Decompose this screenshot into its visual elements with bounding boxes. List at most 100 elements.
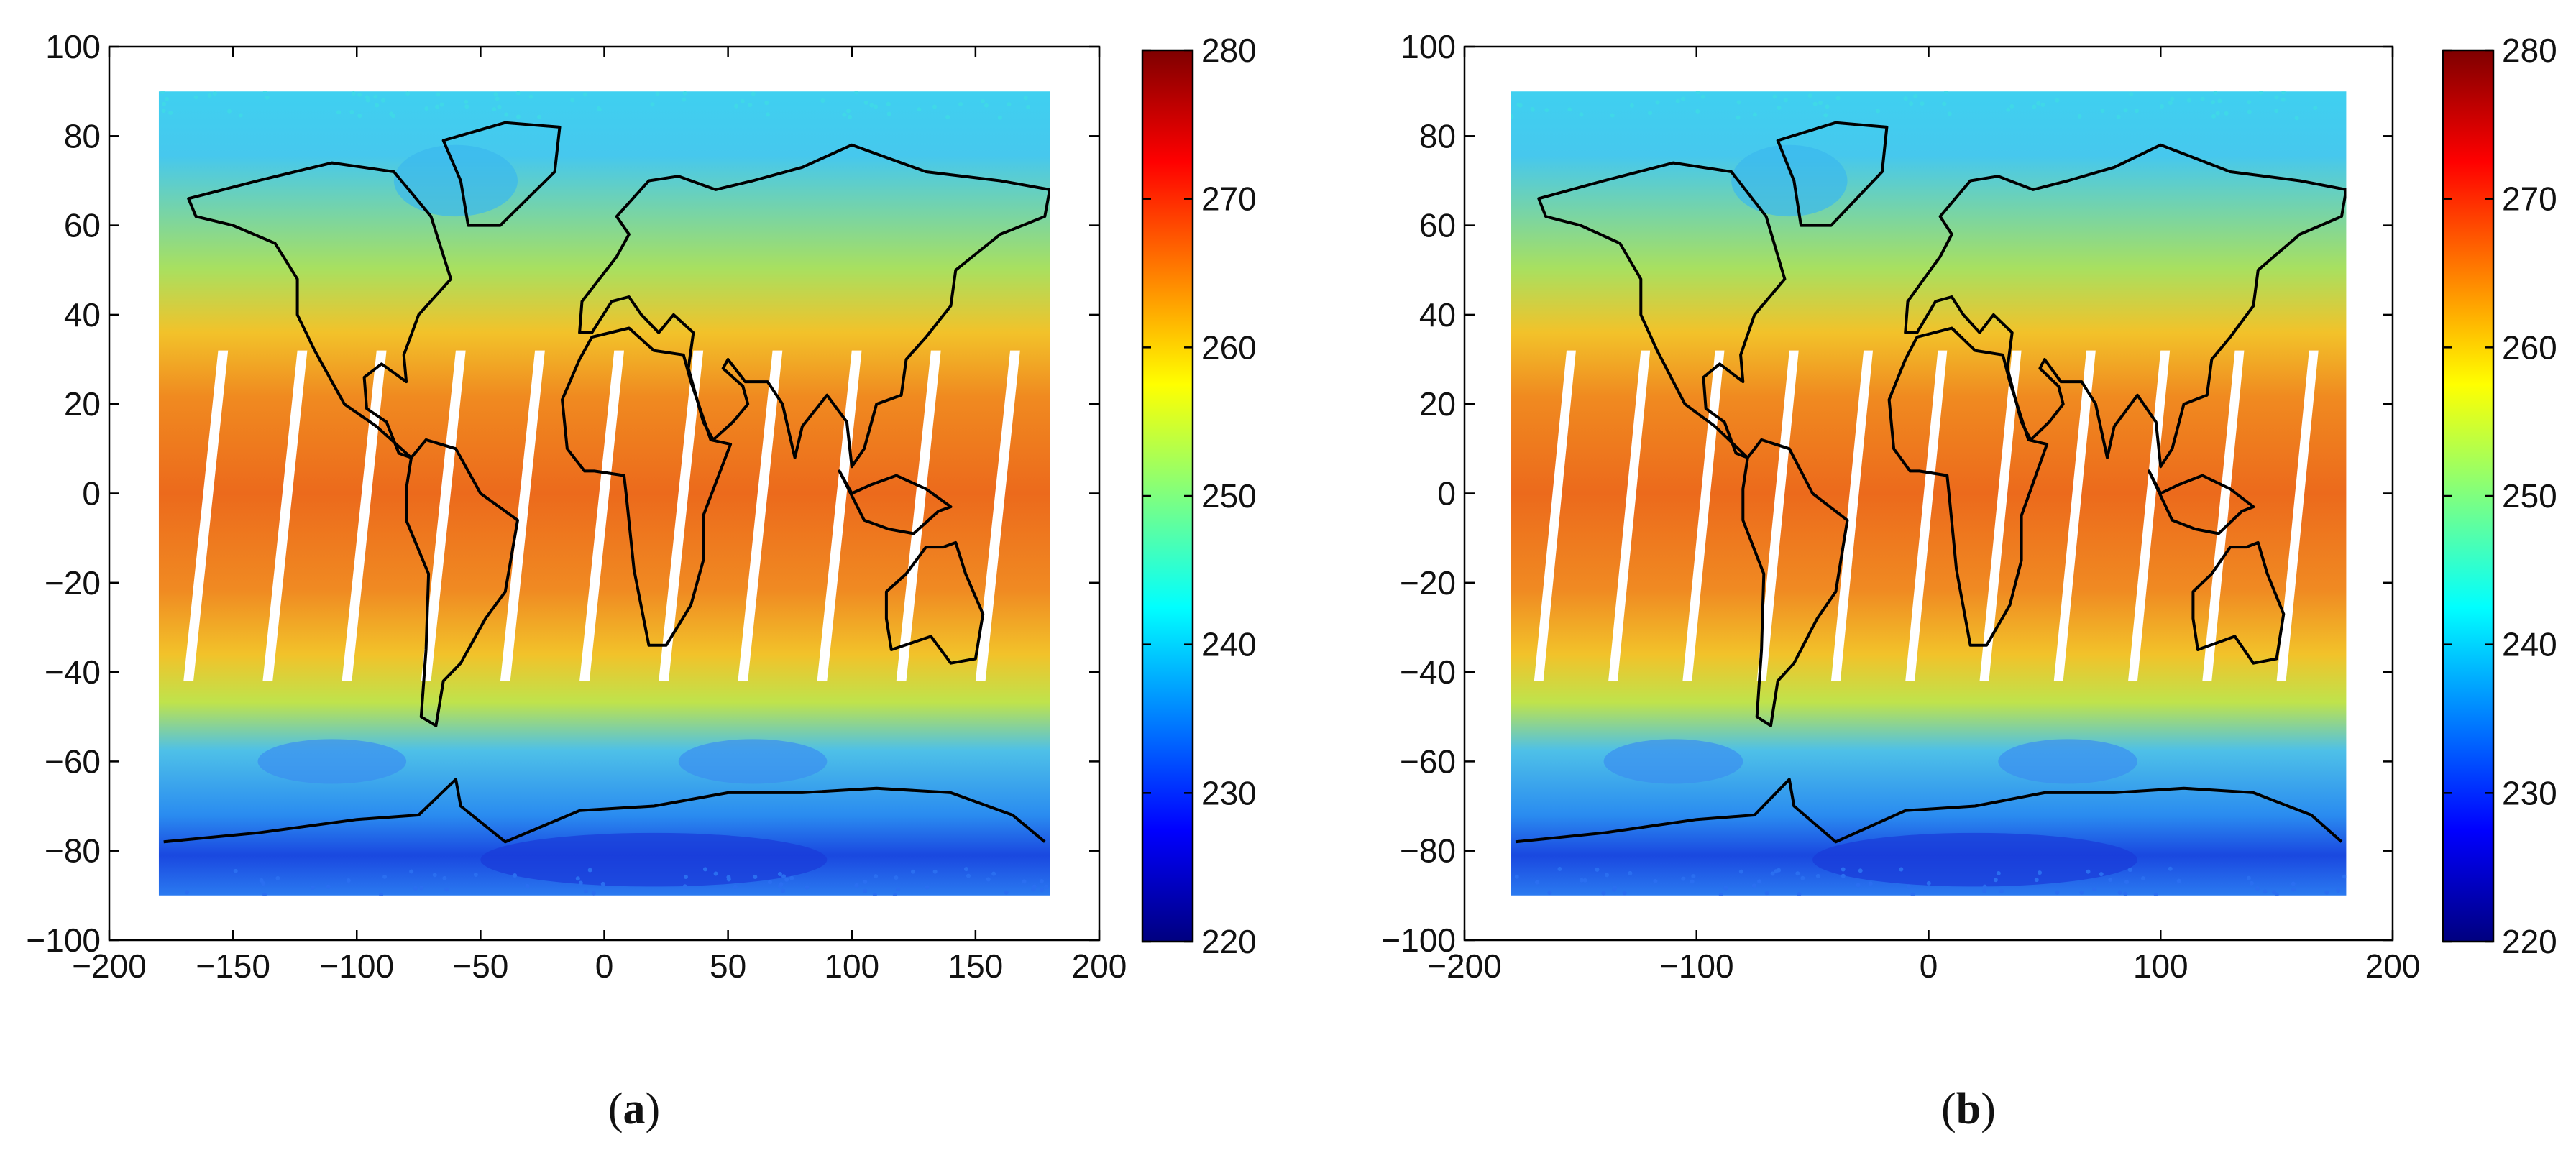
edge-dot [1518, 103, 1523, 108]
edge-dot [1818, 101, 1823, 106]
edge-dot [2210, 100, 2215, 105]
edge-dot [1944, 91, 1949, 94]
edge-dot [1772, 94, 1777, 99]
edge-dot [869, 103, 874, 108]
orbit-gap [1905, 350, 1948, 681]
edge-dot [597, 107, 602, 112]
edge-dot [1031, 887, 1036, 892]
edge-dot [2170, 96, 2175, 101]
edge-dot [2168, 101, 2173, 106]
edge-dot [1681, 876, 1686, 881]
edge-dot [1835, 96, 1841, 101]
edge-dot [2032, 104, 2037, 109]
edge-dot [1648, 111, 1653, 116]
edge-dot [966, 873, 971, 878]
y-tick-label: −100 [1381, 921, 1456, 959]
x-tick-label: −200 [1427, 947, 1502, 985]
edge-dot [2055, 890, 2060, 895]
colorbar-tick-label: 220 [2502, 923, 2557, 960]
orbit-gap [1534, 350, 1576, 681]
edge-dot [537, 114, 542, 119]
edge-dot [1999, 888, 2004, 893]
edge-dot [193, 95, 198, 100]
edge-dot [326, 884, 331, 889]
edge-dot [2246, 875, 2251, 880]
edge-dot [2247, 109, 2252, 114]
edge-dot [2006, 107, 2011, 112]
edge-dot [515, 114, 521, 119]
edge-dot [2077, 114, 2082, 119]
edge-dot [1579, 878, 1584, 883]
y-tick-label: −60 [1400, 742, 1456, 780]
edge-dot [2215, 111, 2220, 116]
edge-dot [1579, 112, 1584, 117]
y-tick-label: −60 [45, 742, 101, 780]
colorbar-tick-label: 240 [1201, 626, 1257, 663]
y-tick-label: 40 [1419, 296, 1456, 334]
orbit-gap [659, 350, 704, 681]
edge-dot [1913, 93, 1918, 98]
edge-dot [265, 95, 270, 100]
colorbar-tick-label: 240 [2502, 626, 2557, 663]
edge-dot [310, 885, 315, 890]
edge-dot [767, 880, 772, 885]
y-tick-label: 100 [1401, 28, 1456, 65]
edge-dot [650, 102, 655, 107]
edge-dot [1023, 96, 1028, 101]
edge-dot [600, 881, 605, 886]
edge-dot [1004, 890, 1009, 895]
edge-dot [2176, 878, 2181, 883]
edge-dot [379, 892, 384, 896]
edge-dot [227, 109, 232, 114]
x-tick-label: −150 [196, 947, 270, 985]
edge-dot [464, 99, 469, 104]
edge-dot [874, 874, 879, 879]
orbit-gap [579, 350, 625, 681]
edge-dot [1841, 873, 1846, 878]
edge-dot [207, 93, 212, 98]
edge-dot [2100, 109, 2105, 114]
y-tick-label: −80 [45, 832, 101, 870]
edge-dot [932, 869, 938, 874]
edge-dot [1812, 101, 1818, 106]
edge-dot [1675, 98, 1680, 104]
edge-dot [655, 91, 660, 96]
edge-dot [1610, 113, 1615, 118]
edge-dot [1628, 870, 1633, 875]
edge-dot [1582, 878, 1587, 883]
edge-dot [2099, 872, 2104, 877]
temperature-map [1511, 91, 2347, 896]
edge-dot [336, 110, 342, 115]
edge-dot [945, 114, 950, 119]
edge-dot [2108, 877, 2113, 882]
edge-dot [2336, 888, 2341, 893]
edge-dot [2140, 876, 2145, 881]
edge-dot [1557, 867, 1562, 872]
edge-dot [1752, 112, 1757, 117]
edge-dot [2200, 96, 2205, 101]
edge-dot [874, 104, 879, 109]
edge-dot [442, 875, 447, 880]
edge-dot [733, 884, 738, 889]
edge-dot [781, 874, 786, 879]
edge-dot [848, 114, 853, 119]
edge-dot [1807, 93, 1812, 98]
edge-dot [591, 891, 596, 896]
coastline-greenland [441, 121, 562, 227]
y-tick-label: 0 [1437, 475, 1456, 512]
edge-dot [583, 92, 588, 97]
coastline-australia [2191, 540, 2286, 665]
colorbar-tick-label: 280 [1201, 32, 1257, 69]
edge-dot [436, 92, 441, 97]
coastline-australia [884, 540, 985, 665]
colorbar-tick-label: 230 [2502, 774, 2557, 811]
edge-dot [2129, 92, 2134, 97]
x-tick-label: 50 [710, 947, 746, 985]
edge-dot [390, 114, 395, 119]
edge-dot [161, 101, 166, 106]
edge-dot [702, 867, 707, 872]
edge-dot [2291, 881, 2296, 886]
edge-dot [777, 871, 782, 876]
cold-region [393, 144, 518, 217]
x-tick-label: −200 [72, 947, 147, 985]
